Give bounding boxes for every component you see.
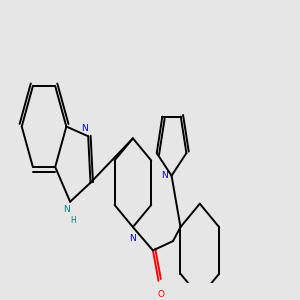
Text: N: N (81, 124, 88, 133)
Text: N: N (130, 234, 136, 243)
Text: H: H (70, 216, 76, 225)
Text: N: N (63, 206, 70, 214)
Text: N: N (161, 171, 168, 180)
Text: O: O (157, 290, 164, 299)
